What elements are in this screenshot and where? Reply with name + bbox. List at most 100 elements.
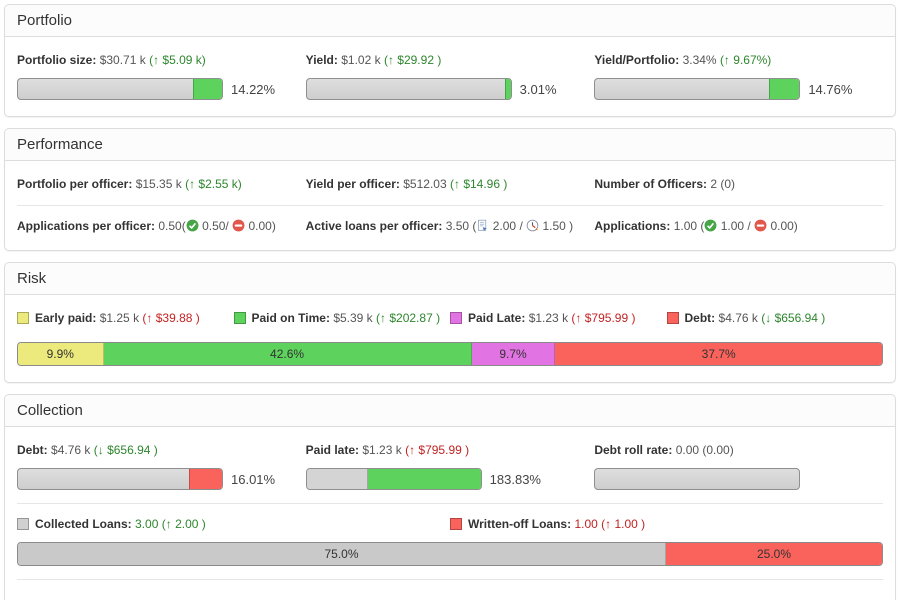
metric-rejected: 0.00) <box>248 219 276 233</box>
metric-applications: Applications: 1.00 ( 1.00 / 0.00) <box>594 219 883 234</box>
divider <box>17 579 883 580</box>
metric-change: (↓ $656.94 ) <box>93 443 158 457</box>
legend-value: $5.39 k <box>333 311 373 325</box>
legend-early-paid: Early paid: $1.25 k (↑ $39.88 ) <box>17 311 234 326</box>
panel-collection-title: Collection <box>5 395 895 427</box>
metric-yield: Yield: $1.02 k (↑ $29.92 ) 3.01% <box>305 53 595 100</box>
legend-value: 3.00 <box>135 517 159 531</box>
panel-portfolio: Portfolio Portfolio size: $30.71 k (↑ $5… <box>4 4 896 117</box>
metric-change: (↑ $2.55 k) <box>185 177 242 191</box>
panel-risk-title: Risk <box>5 263 895 295</box>
metric-value: 0.50( <box>158 219 186 233</box>
metric-applications-per-officer: Applications per officer: 0.50( 0.50/ 0.… <box>17 219 306 234</box>
legend-label: Written-off Loans: <box>468 517 572 531</box>
stack-segment-written-off: 25.0% <box>666 543 882 565</box>
minus-circle-icon <box>232 219 245 232</box>
legend-label: Paid Late: <box>468 311 526 325</box>
collection-stacked-bar: 75.0% 25.0% <box>17 542 883 566</box>
legend-written-off-loans: Written-off Loans: 1.00 (↑ 1.00 ) <box>450 517 883 532</box>
progress-bar <box>305 78 512 100</box>
panel-risk: Risk Early paid: $1.25 k (↑ $39.88 ) Pai… <box>4 262 896 383</box>
legend-label: Paid on Time: <box>251 311 330 325</box>
metric-label: Applications per officer: <box>17 219 156 233</box>
panel-performance-body: Portfolio per officer: $15.35 k (↑ $2.55… <box>5 161 895 250</box>
metric-yield-per-officer: Yield per officer: $512.03 (↑ $14.96 ) <box>306 177 595 192</box>
legend-paid-late: Paid Late: $1.23 k (↑ $795.99 ) <box>450 311 667 326</box>
metric-label: Debt roll rate: <box>594 443 673 457</box>
metric-approved: 1.00 / <box>720 219 751 233</box>
bar-fill <box>769 79 800 99</box>
metric-label: Yield/Portfolio: <box>594 53 680 67</box>
metric-change: (↑ $5.09 k) <box>149 53 206 67</box>
metric-label: Paid late: <box>305 443 360 457</box>
document-icon <box>478 219 487 231</box>
metric-yield-portfolio: Yield/Portfolio: 3.34% (↑ 9.67%) 14.76% <box>594 53 883 100</box>
bar-percent-label: 14.22% <box>231 81 276 97</box>
legend-value: $1.25 k <box>99 311 140 325</box>
stack-segment-debt: 37.7% <box>555 343 882 365</box>
metric-value: $1.23 k <box>362 443 402 457</box>
panel-performance: Performance Portfolio per officer: $15.3… <box>4 128 896 251</box>
metric-value: $30.71 k <box>99 53 146 67</box>
bar-remainder <box>307 79 505 99</box>
bar-percent-label: 3.01% <box>519 81 557 97</box>
stack-segment-collected: 75.0% <box>18 543 666 565</box>
progress-bar <box>594 78 801 100</box>
legend-change: (↑ 1.00 ) <box>601 517 646 531</box>
bar-percent-label: 183.83% <box>489 471 541 487</box>
legend-swatch <box>666 312 679 324</box>
legend-change: (↑ 2.00 ) <box>161 517 206 531</box>
legend-label: Collected Loans: <box>35 517 132 531</box>
metric-collection-debt: Debt: $4.76 k (↓ $656.94 ) 16.01% <box>17 443 306 490</box>
legend-label: Debt: <box>684 311 716 325</box>
panel-portfolio-body: Portfolio size: $30.71 k (↑ $5.09 k) 14.… <box>5 37 895 116</box>
legend-debt: Debt: $4.76 k (↓ $656.94 ) <box>666 311 884 326</box>
metric-label: Applications: <box>594 219 671 233</box>
minus-circle-icon <box>754 219 767 232</box>
metric-value: $1.02 k <box>341 53 381 67</box>
metric-collection-paid-late: Paid late: $1.23 k (↑ $795.99 ) 183.83% <box>305 443 595 490</box>
metric-label: Yield per officer: <box>305 177 400 191</box>
metric-value: $512.03 <box>403 177 447 191</box>
legend-change: (↑ $202.87 ) <box>376 311 441 325</box>
check-circle-icon <box>186 219 199 232</box>
bar-percent-label: 14.76% <box>808 81 853 97</box>
legend-change: (↑ $39.88 ) <box>142 311 200 325</box>
legend-swatch <box>17 518 29 530</box>
legend-change: (↑ $795.99 ) <box>571 311 636 325</box>
bar-fill <box>504 79 511 99</box>
stack-segment-early-paid: 9.9% <box>18 343 104 365</box>
metric-value: 0.00 (0.00) <box>675 443 734 457</box>
metric-label: Active loans per officer: <box>305 219 443 233</box>
panel-risk-body: Early paid: $1.25 k (↑ $39.88 ) Paid on … <box>5 295 895 382</box>
metric-change: (↑ $14.96 ) <box>449 177 508 191</box>
stack-segment-paid-late: 9.7% <box>471 343 556 365</box>
metric-value: 2 (0) <box>710 177 736 191</box>
bar-remainder <box>18 469 189 489</box>
legend-swatch <box>450 518 462 530</box>
metric-number-of-officers: Number of Officers: 2 (0) <box>594 177 883 192</box>
metric-change: (↑ 9.67%) <box>719 53 772 67</box>
legend-value: $1.23 k <box>528 311 569 325</box>
metric-portfolio-size: Portfolio size: $30.71 k (↑ $5.09 k) 14.… <box>17 53 306 100</box>
divider <box>17 205 883 206</box>
metric-value: 3.50 ( <box>445 219 477 233</box>
metric-debt-roll-rate: Debt roll rate: 0.00 (0.00) <box>594 443 883 490</box>
legend-value: 1.00 <box>574 517 598 531</box>
metric-label: Number of Officers: <box>594 177 708 191</box>
bar-remainder <box>18 79 193 99</box>
metric-value: 1.00 ( <box>673 219 705 233</box>
stack-segment-paid-on-time: 42.6% <box>103 343 472 365</box>
check-circle-icon <box>704 219 717 232</box>
bar-remainder <box>595 79 769 99</box>
panel-collection: Collection Debt: $4.76 k (↓ $656.94 ) 16… <box>4 394 896 600</box>
divider <box>17 503 883 504</box>
legend-label: Early paid: <box>35 311 97 325</box>
metric-label: Portfolio per officer: <box>17 177 133 191</box>
legend-paid-on-time: Paid on Time: $5.39 k (↑ $202.87 ) <box>233 311 451 326</box>
metric-label: Portfolio size: <box>17 53 97 67</box>
metric-portfolio-per-officer: Portfolio per officer: $15.35 k (↑ $2.55… <box>17 177 306 192</box>
metric-active-loans-per-officer: Active loans per officer: 3.50 ( 2.00 / … <box>306 219 595 234</box>
metric-rejected: 0.00) <box>770 219 798 233</box>
